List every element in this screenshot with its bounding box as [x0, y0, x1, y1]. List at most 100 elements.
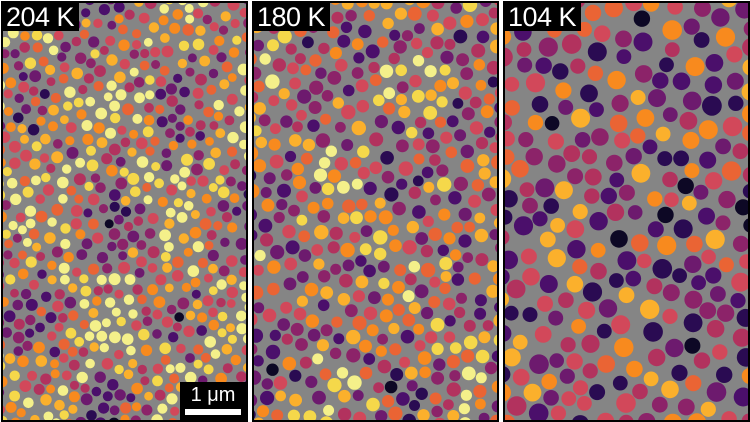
particle	[158, 15, 169, 26]
particle	[120, 137, 131, 148]
particle	[388, 52, 400, 65]
particle	[664, 413, 682, 420]
particle	[422, 215, 434, 227]
particle	[63, 251, 74, 263]
particle	[150, 47, 161, 58]
particle	[388, 406, 403, 420]
particle	[35, 210, 48, 223]
particle	[633, 32, 653, 52]
particle	[409, 74, 422, 88]
particle	[721, 161, 742, 181]
particle	[461, 107, 475, 121]
particle	[143, 195, 153, 205]
particle	[414, 116, 427, 129]
particle	[3, 167, 12, 177]
particle	[68, 310, 79, 321]
particle	[415, 387, 428, 400]
particle	[220, 237, 230, 247]
particle	[691, 275, 706, 291]
particle	[199, 55, 211, 67]
particle	[682, 131, 700, 149]
particle	[665, 338, 684, 358]
particle	[225, 176, 236, 187]
particle	[383, 102, 396, 115]
particle	[120, 414, 130, 420]
particle	[377, 36, 389, 48]
particle	[78, 84, 88, 95]
particle	[66, 419, 73, 420]
particle	[351, 38, 364, 51]
particle	[440, 50, 454, 64]
particle	[148, 22, 160, 33]
particle	[80, 393, 93, 406]
particle	[440, 271, 452, 282]
particle	[325, 145, 337, 157]
particle	[129, 129, 139, 139]
particle	[254, 91, 259, 103]
particle	[254, 66, 262, 80]
particle	[139, 60, 150, 71]
particle	[460, 159, 475, 173]
particle	[652, 72, 669, 89]
particle	[420, 244, 434, 258]
particle	[357, 166, 370, 180]
particle	[355, 79, 369, 93]
particle	[414, 284, 429, 299]
particle	[254, 229, 258, 241]
particle	[75, 157, 86, 168]
particle	[493, 273, 497, 285]
particle	[157, 196, 168, 207]
particle	[423, 181, 435, 193]
particle	[226, 274, 237, 285]
particle	[262, 308, 277, 323]
particle	[25, 328, 35, 338]
particle	[619, 414, 634, 420]
particle	[609, 273, 624, 288]
particle	[36, 306, 47, 317]
particle	[228, 47, 240, 58]
particle	[561, 391, 577, 406]
particle	[41, 172, 51, 183]
particle	[730, 293, 746, 309]
particle	[522, 268, 540, 286]
particle	[218, 25, 229, 35]
particle	[206, 84, 217, 95]
particle	[58, 313, 68, 323]
particle	[27, 124, 40, 136]
particle	[65, 122, 77, 133]
particle	[239, 121, 246, 133]
particle	[494, 3, 497, 6]
particle	[94, 65, 106, 77]
particle	[281, 169, 293, 181]
particle	[111, 307, 121, 317]
particle	[85, 358, 95, 369]
particle	[131, 382, 143, 395]
particle	[110, 112, 121, 124]
particle	[209, 121, 219, 130]
particle	[107, 379, 119, 391]
particle	[57, 385, 69, 396]
particle	[505, 230, 510, 245]
particle	[461, 366, 476, 381]
particle	[735, 3, 748, 19]
particle	[42, 184, 55, 196]
particle	[616, 49, 632, 64]
particle	[179, 166, 191, 178]
particle	[95, 182, 106, 193]
particle	[142, 182, 152, 192]
particle	[409, 400, 420, 411]
particle	[255, 136, 267, 149]
particle	[304, 282, 319, 297]
particle	[426, 9, 439, 22]
particle	[11, 417, 20, 420]
particle	[166, 95, 178, 107]
particle	[355, 275, 369, 289]
particle	[702, 95, 722, 116]
particle	[436, 96, 448, 108]
particle	[197, 312, 208, 323]
particle	[491, 155, 497, 170]
particle	[396, 139, 409, 153]
particle	[535, 178, 555, 198]
particle	[287, 409, 300, 420]
particle	[35, 322, 45, 333]
